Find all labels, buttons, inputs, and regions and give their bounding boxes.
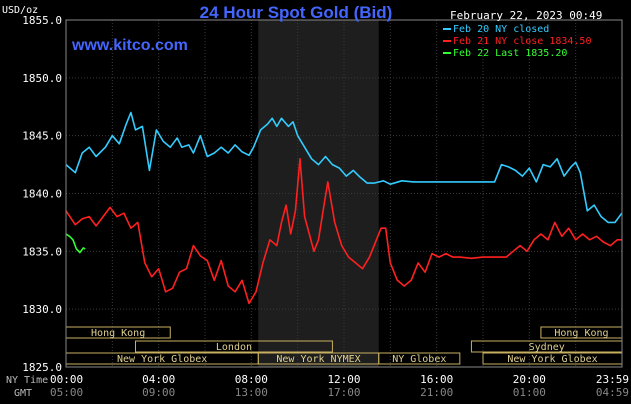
watermark-url[interactable]: www.kitco.com xyxy=(71,37,188,54)
x-tick-label-ny: 04:00 xyxy=(142,373,175,386)
market-session-label: New York Globex xyxy=(507,354,597,365)
market-session-label: New York Globex xyxy=(117,354,207,365)
x-tick-label-gmt: 21:00 xyxy=(420,386,453,399)
series-line xyxy=(65,233,86,254)
market-session-label: Hong Kong xyxy=(91,328,145,339)
market-session-label: Sydney xyxy=(529,342,565,353)
y-tick-label: 1850.0 xyxy=(22,72,62,85)
y-tick-label: 1855.0 xyxy=(22,14,62,27)
market-session-label: Hong Kong xyxy=(554,328,608,339)
y-tick-label: 1835.0 xyxy=(22,245,62,258)
legend-entry: Feb 20 NY closed xyxy=(453,24,549,35)
market-session-label: New York NYMEX xyxy=(276,354,360,365)
x-tick-label-gmt: 01:00 xyxy=(513,386,546,399)
ny-time-label: NY Time xyxy=(6,375,48,386)
x-tick-label-gmt: 13:00 xyxy=(235,386,268,399)
y-tick-label: 1845.0 xyxy=(22,130,62,143)
market-session-box xyxy=(135,340,333,353)
series-line xyxy=(65,158,622,305)
x-tick-label-ny: 23:59 xyxy=(596,373,629,386)
chart-title: 24 Hour Spot Gold (Bid) xyxy=(200,3,393,22)
series-line xyxy=(65,111,623,224)
date-time-label: February 22, 2023 00:49 xyxy=(450,9,602,22)
y-tick-label: 1840.0 xyxy=(22,188,62,201)
x-tick-label-gmt: 04:59 xyxy=(596,386,629,399)
x-tick-label-gmt: 17:00 xyxy=(327,386,360,399)
x-tick-label-gmt: 09:00 xyxy=(142,386,175,399)
market-session-label: London xyxy=(216,342,252,353)
x-tick-label-ny: 08:00 xyxy=(235,373,268,386)
y-tick-label: 1825.0 xyxy=(22,361,62,374)
x-tick-label-ny: 00:00 xyxy=(50,373,83,386)
gmt-label: GMT xyxy=(14,388,32,399)
y-unit-label: USD/oz xyxy=(2,5,38,16)
x-tick-label-gmt: 05:00 xyxy=(50,386,83,399)
plot-frame xyxy=(65,19,623,368)
y-tick-label: 1830.0 xyxy=(22,303,62,316)
market-session-box xyxy=(378,352,461,365)
legend-entry: Feb 22 Last 1835.20 xyxy=(453,48,567,59)
x-tick-label-ny: 16:00 xyxy=(420,373,453,386)
x-tick-label-ny: 12:00 xyxy=(327,373,360,386)
legend-entry: Feb 21 NY close 1834.50 xyxy=(453,36,591,47)
x-tick-label-ny: 20:00 xyxy=(513,373,546,386)
market-session-label: NY Globex xyxy=(392,354,446,365)
